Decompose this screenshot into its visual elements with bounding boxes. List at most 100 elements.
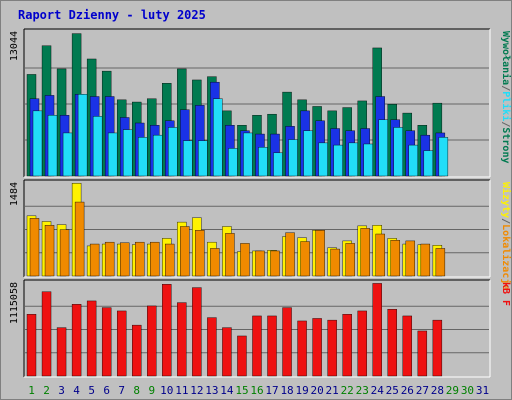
- bar-kb-kb-day-25: [387, 309, 397, 377]
- day-label-29: 29: [446, 384, 459, 397]
- bar-kb-kb-day-8: [132, 324, 142, 377]
- bar-kb-kb-day-19: [297, 320, 307, 377]
- bar-kb-kb-day-18: [282, 307, 292, 377]
- bar-visits-lokalizacje-day-4: [74, 201, 85, 277]
- bar-visits-lokalizacje-day-22: [345, 243, 355, 277]
- legend-entry-hits-0: Wywołania: [500, 31, 512, 85]
- bar-hits-pliki-day-11: [183, 140, 193, 177]
- day-label-24: 24: [371, 384, 385, 397]
- day-label-26: 26: [401, 384, 414, 397]
- bar-hits-pliki-day-14: [228, 148, 238, 177]
- bar-hits-pliki-day-5: [92, 116, 103, 177]
- bar-kb-kb-day-9: [147, 305, 157, 377]
- day-label-28: 28: [431, 384, 444, 397]
- legend-hits: Wywołania/Pliki/Strony: [500, 31, 512, 163]
- bar-hits-pliki-day-19: [303, 130, 313, 177]
- bar-kb-kb-day-23: [357, 310, 367, 377]
- bar-kb-kb-day-7: [116, 310, 127, 377]
- day-label-11: 11: [175, 384, 188, 397]
- legend-entry-hits-4: Strony: [500, 127, 511, 163]
- day-label-13: 13: [205, 384, 218, 397]
- legend-entry-hits-3: /: [500, 121, 511, 127]
- bar-hits-pliki-day-22: [348, 142, 358, 177]
- series-kb-kb: [26, 283, 443, 377]
- bar-visits-lokalizacje-day-26: [405, 240, 416, 277]
- bar-kb-kb-day-26: [402, 315, 413, 377]
- bar-hits-pliki-day-23: [363, 143, 373, 177]
- day-label-3: 3: [58, 384, 65, 397]
- bar-visits-lokalizacje-day-21: [330, 248, 340, 277]
- day-label-2: 2: [43, 384, 50, 397]
- bar-kb-kb-day-17: [267, 315, 277, 377]
- bar-hits-pliki-day-13: [213, 98, 223, 177]
- day-label-22: 22: [341, 384, 354, 397]
- bar-hits-pliki-day-26: [408, 144, 419, 177]
- bar-visits-lokalizacje-day-24: [375, 233, 385, 277]
- panel-visits: 1484 Wizyty/Lokalizacje: [9, 179, 512, 290]
- bar-visits-lokalizacje-day-11: [180, 226, 190, 277]
- bar-visits-lokalizacje-day-15: [240, 243, 250, 277]
- max-label-kb: 1115058: [9, 282, 20, 324]
- bar-kb-kb-day-4: [71, 304, 82, 377]
- panel-hits: 13044 Wywołania/Pliki/Strony: [9, 28, 512, 178]
- bar-hits-pliki-day-18: [288, 139, 298, 177]
- day-label-7: 7: [118, 384, 125, 397]
- bar-visits-lokalizacje-day-7: [119, 242, 130, 277]
- day-label-27: 27: [416, 384, 429, 397]
- day-label-30: 30: [461, 384, 474, 397]
- bar-visits-lokalizacje-day-14: [225, 233, 235, 277]
- bar-kb-kb-day-2: [41, 291, 52, 377]
- bar-visits-lokalizacje-day-20: [315, 230, 325, 277]
- bar-hits-pliki-day-7: [122, 129, 133, 177]
- bar-visits-lokalizacje-day-3: [59, 229, 70, 277]
- bar-hits-pliki-day-16: [258, 147, 268, 177]
- max-label-visits: 1484: [9, 182, 20, 206]
- bar-kb-kb-day-1: [26, 314, 37, 377]
- legend-entry-visits-0: Wizyty: [500, 182, 512, 218]
- day-label-19: 19: [295, 384, 308, 397]
- day-label-21: 21: [326, 384, 339, 397]
- bar-visits-lokalizacje-day-9: [150, 241, 160, 277]
- day-label-25: 25: [386, 384, 399, 397]
- bar-hits-pliki-day-25: [393, 127, 403, 177]
- bar-kb-kb-day-28: [432, 319, 443, 377]
- legend-entry-hits-1: /: [500, 85, 511, 91]
- day-label-14: 14: [220, 384, 234, 397]
- bar-kb-kb-day-16: [252, 315, 262, 377]
- bar-hits-pliki-day-12: [198, 140, 208, 177]
- day-label-12: 12: [190, 384, 203, 397]
- bar-kb-kb-day-6: [101, 307, 112, 377]
- bar-visits-lokalizacje-day-12: [195, 230, 205, 277]
- bar-kb-kb-day-22: [342, 314, 352, 377]
- day-label-20: 20: [311, 384, 324, 397]
- bar-kb-kb-day-14: [222, 327, 232, 377]
- day-label-8: 8: [133, 384, 140, 397]
- bar-hits-pliki-day-2: [47, 115, 58, 177]
- legend-entry-kb-0: kB F: [500, 282, 511, 306]
- bar-visits-lokalizacje-day-13: [210, 248, 220, 277]
- day-label-5: 5: [88, 384, 95, 397]
- bar-hits-pliki-day-21: [333, 144, 343, 177]
- bar-visits-lokalizacje-day-23: [360, 228, 370, 277]
- bar-hits-pliki-day-9: [153, 134, 163, 177]
- bar-visits-lokalizacje-day-28: [435, 248, 446, 277]
- legend-entry-visits-2: Lokalizacje: [500, 224, 512, 290]
- bar-kb-kb-day-12: [192, 287, 202, 377]
- bar-hits-pliki-day-24: [378, 119, 388, 177]
- bar-hits-pliki-day-27: [423, 150, 434, 177]
- day-label-15: 15: [235, 384, 248, 397]
- legend-visits: Wizyty/Lokalizacje: [500, 182, 512, 290]
- bar-visits-lokalizacje-day-8: [135, 241, 145, 277]
- bar-kb-kb-day-27: [417, 330, 428, 377]
- day-label-6: 6: [103, 384, 110, 397]
- bar-hits-pliki-day-6: [107, 132, 118, 177]
- bar-visits-lokalizacje-day-16: [255, 250, 265, 277]
- bar-kb-kb-day-3: [56, 327, 67, 377]
- bar-visits-lokalizacje-day-1: [29, 218, 40, 277]
- legend-entry-hits-2: Pliki: [500, 91, 512, 121]
- day-label-9: 9: [148, 384, 155, 397]
- bar-kb-kb-day-5: [86, 300, 97, 377]
- bar-kb-kb-day-21: [327, 319, 337, 377]
- bar-kb-kb-day-24: [372, 283, 382, 377]
